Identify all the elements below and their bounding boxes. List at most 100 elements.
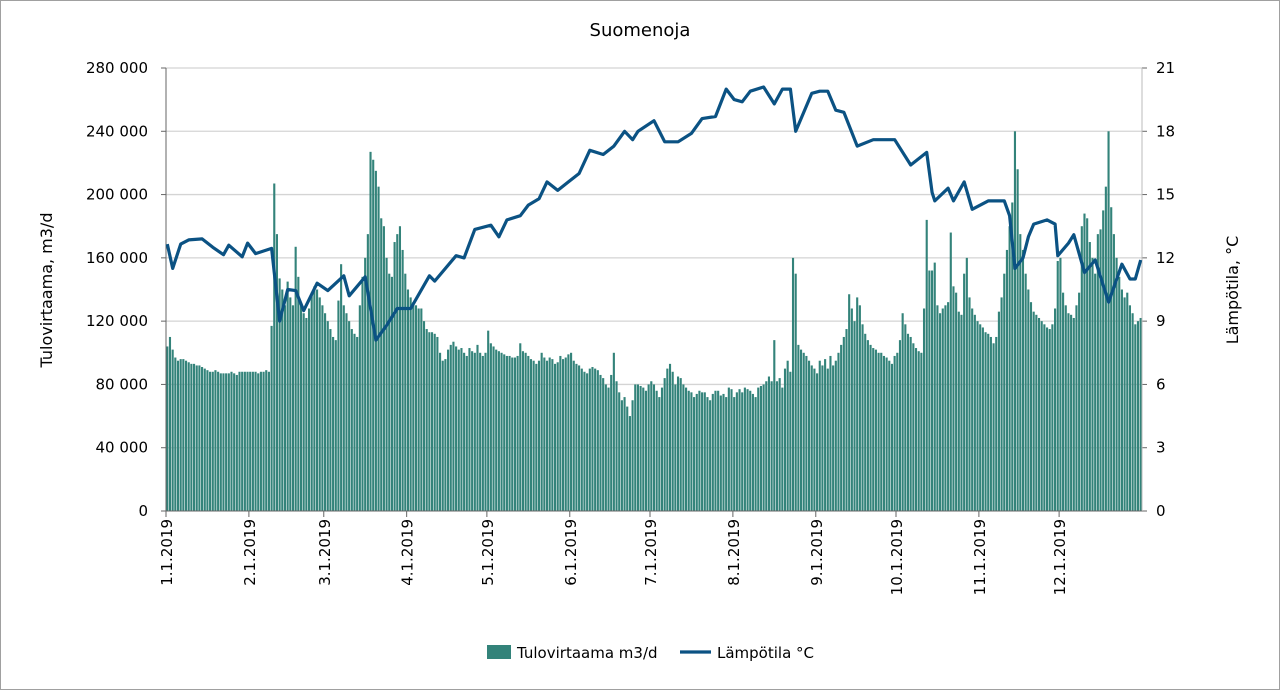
flow-bar: [829, 355, 832, 511]
bar-series: [166, 131, 1142, 512]
flow-bar: [548, 357, 551, 511]
flow-bar: [1091, 257, 1094, 511]
flow-bar: [484, 352, 487, 511]
flow-bar: [607, 387, 610, 511]
flow-bar: [639, 386, 642, 511]
flow-bar: [187, 362, 190, 511]
flow-bar: [1003, 273, 1006, 511]
flow-bar: [797, 344, 800, 512]
flow-bar: [559, 355, 562, 511]
flow-bar: [925, 219, 928, 511]
flow-bar: [465, 355, 468, 511]
flow-bar: [759, 386, 762, 511]
flow-bar: [762, 384, 765, 511]
flow-bar: [532, 360, 535, 511]
flow-bar: [259, 371, 262, 511]
flow-bar: [1088, 242, 1091, 512]
flow-bar: [888, 360, 891, 511]
flow-bar: [936, 305, 939, 511]
flow-bar: [567, 354, 570, 511]
flow-bar: [553, 363, 557, 511]
y-right-axis-title: Lämpötila, °C: [1223, 236, 1242, 345]
y-left-axis-title: Tulovirtaama, m3/d: [37, 213, 56, 369]
flow-bar: [505, 355, 508, 511]
flow-bar: [984, 332, 987, 511]
flow-bar: [957, 311, 960, 511]
flow-bar: [297, 276, 300, 511]
flow-bar: [818, 360, 821, 511]
flow-bar: [513, 357, 516, 511]
flow-bar: [217, 371, 220, 511]
flow-bar: [1072, 317, 1075, 511]
flow-bar: [856, 297, 859, 511]
flow-bar: [963, 273, 966, 511]
flow-bar: [898, 340, 902, 511]
flow-bar: [310, 292, 313, 511]
flow-bar: [588, 368, 591, 511]
flow-bar: [468, 348, 471, 511]
flow-bar: [575, 363, 578, 511]
flow-bar: [599, 374, 602, 511]
flow-bar: [479, 352, 482, 511]
flow-bar: [1131, 313, 1134, 511]
flow-bar: [693, 397, 696, 511]
flow-bar: [398, 226, 402, 511]
flow-bar: [1040, 321, 1043, 511]
flow-bar: [668, 363, 672, 511]
flow-bar: [1067, 313, 1070, 511]
flow-bar: [385, 257, 388, 511]
flow-bar: [1037, 317, 1041, 511]
flow-bar: [767, 376, 771, 511]
flow-bar: [805, 355, 808, 511]
flow-bar: [286, 281, 289, 511]
flow-bar: [452, 341, 455, 511]
flow-bar: [682, 384, 685, 511]
y-right-tick-label: 3: [1156, 439, 1166, 457]
flow-bar: [685, 387, 688, 511]
flow-bar: [928, 270, 931, 511]
flow-bar: [441, 360, 444, 511]
flow-bar: [1062, 292, 1065, 511]
flow-bar: [1029, 302, 1033, 511]
flow-bar: [901, 313, 904, 511]
flow-bar: [503, 354, 506, 511]
flow-bar: [1083, 213, 1086, 511]
flow-bar: [500, 352, 503, 511]
flow-bar: [1123, 297, 1126, 511]
flow-bar: [235, 374, 238, 511]
flow-bar: [1080, 226, 1083, 511]
flow-bar: [931, 270, 934, 511]
flow-bar: [294, 246, 297, 511]
flow-bar: [1139, 317, 1142, 511]
flow-bar: [358, 305, 361, 511]
flow-bar: [706, 397, 709, 511]
flow-bar: [184, 360, 188, 511]
y-right-tick-label: 18: [1156, 122, 1175, 140]
flow-bar: [789, 371, 792, 511]
flow-bar: [203, 368, 206, 511]
flow-bar: [545, 360, 549, 511]
x-tick-label: 12.1.2019: [1051, 519, 1069, 595]
flow-bar: [652, 384, 656, 511]
y-right-tick-label: 9: [1156, 312, 1166, 330]
flow-bar: [832, 365, 835, 511]
flow-bar: [965, 257, 968, 511]
flow-bar: [329, 329, 332, 511]
flow-bar: [612, 352, 615, 511]
flow-bar: [650, 381, 653, 511]
flow-bar: [364, 257, 367, 511]
flow-bar: [176, 360, 180, 511]
flow-bar: [1021, 249, 1025, 511]
flow-bar: [471, 351, 474, 511]
axes: [161, 67, 1147, 517]
flow-bar: [1134, 324, 1137, 511]
flow-bar: [727, 387, 730, 511]
flow-bar: [578, 365, 581, 511]
legend-bar-label: Tulovirtaama m3/d: [516, 644, 658, 662]
x-tick-label: 8.1.2019: [725, 519, 743, 586]
flow-bar: [350, 329, 353, 511]
flow-bar: [1104, 186, 1107, 511]
flow-bar: [874, 349, 877, 511]
flow-bar: [840, 344, 843, 512]
flow-bar: [324, 313, 327, 511]
